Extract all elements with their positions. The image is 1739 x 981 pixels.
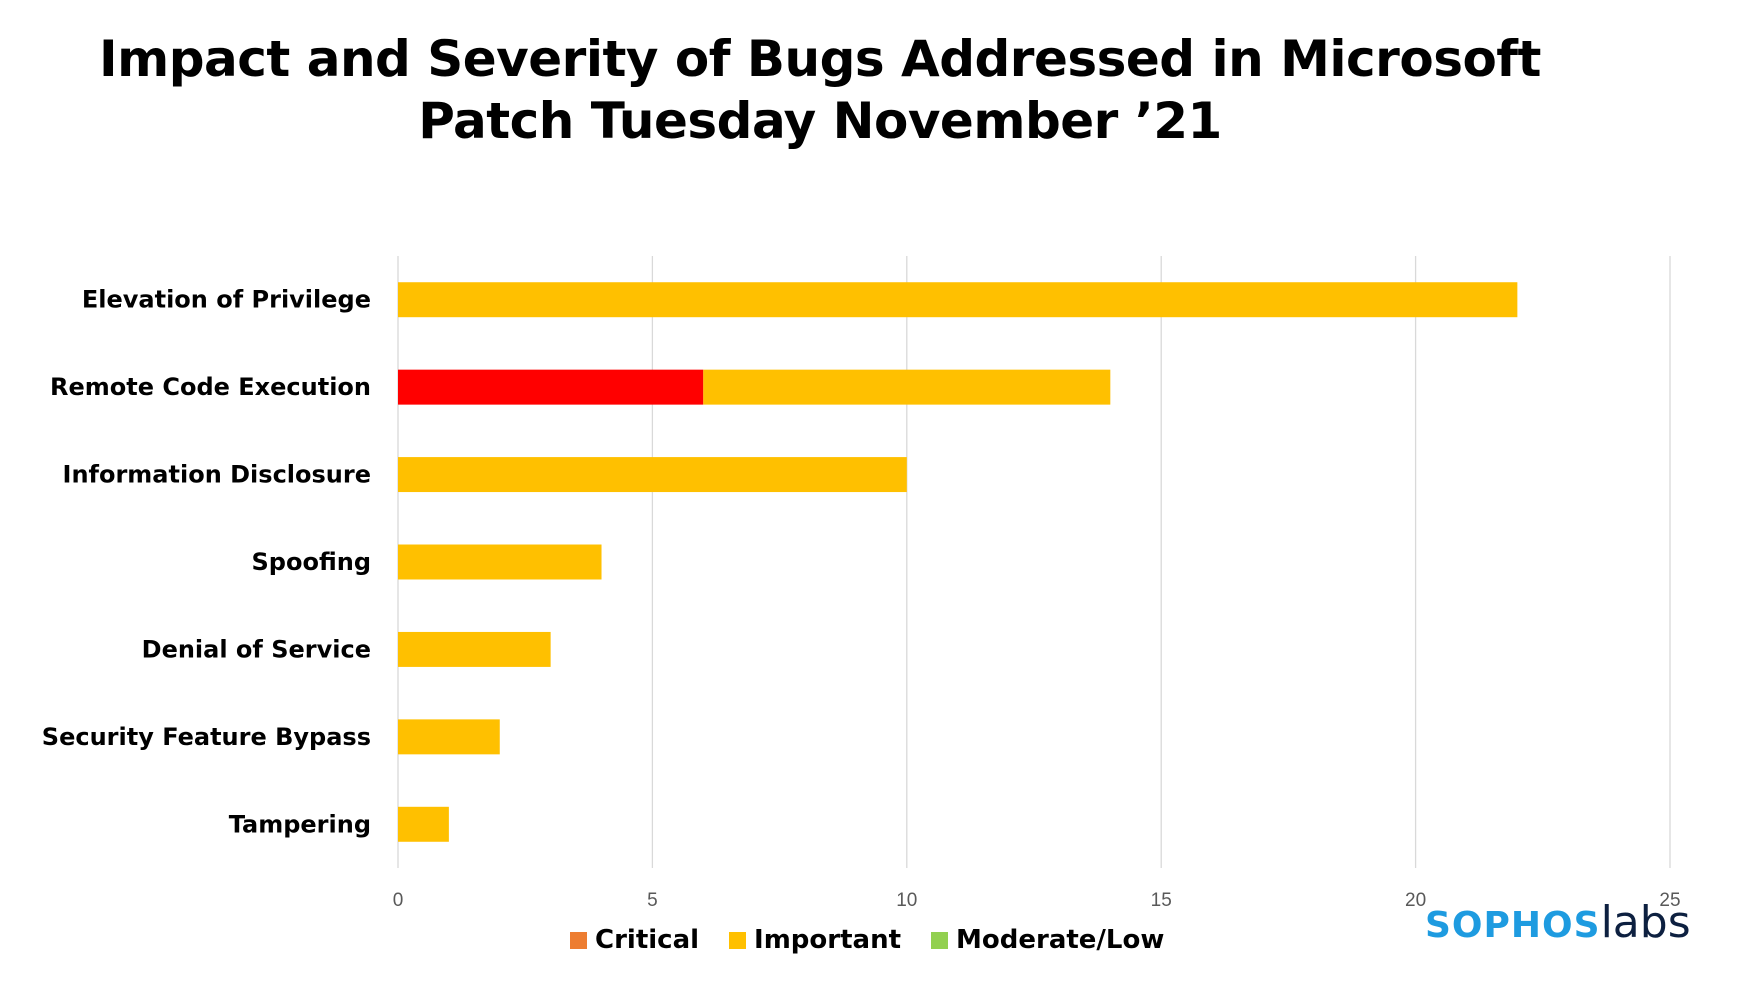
category-label: Security Feature Bypass (42, 723, 371, 751)
legend: Critical Important Moderate/Low (570, 925, 1164, 955)
category-label: Remote Code Execution (50, 373, 371, 401)
legend-swatch-moderate-low (931, 931, 949, 949)
title-line-1: Impact and Severity of Bugs Addressed in… (99, 30, 1541, 88)
logo-text-sophos: SOPHOS (1425, 905, 1601, 946)
category-label: Elevation of Privilege (82, 286, 371, 314)
logo-text-labs: labs (1600, 897, 1691, 948)
bar (398, 719, 500, 755)
bar (398, 806, 449, 842)
bar (703, 369, 1111, 405)
legend-label-important: Important (754, 925, 902, 955)
legend-swatch-critical (570, 931, 587, 949)
category-label: Tampering (229, 810, 371, 838)
category-label: Denial of Service (142, 635, 371, 663)
legend-swatch-important (729, 931, 747, 949)
x-tick-label: 15 (1151, 890, 1172, 911)
legend-label-moderate-low: Moderate/Low (956, 925, 1165, 955)
bar (398, 544, 602, 580)
bar (398, 369, 704, 405)
x-tick-label: 5 (647, 890, 658, 911)
bar (398, 457, 907, 493)
category-label: Spoofing (252, 548, 372, 576)
x-tick-label: 10 (896, 890, 917, 911)
x-tick-label: 0 (393, 890, 404, 911)
bar (398, 631, 551, 667)
legend-label-critical: Critical (595, 925, 700, 955)
legend-item-moderate-low: Moderate/Low (931, 925, 1164, 955)
x-tick-label: 20 (1405, 890, 1426, 911)
sophoslabs-logo: SOPHOSlabs (1425, 898, 1691, 951)
legend-item-critical: Critical (570, 925, 699, 955)
category-label: Information Disclosure (63, 461, 371, 489)
chart-title: Impact and Severity of Bugs Addressed in… (0, 28, 1640, 152)
legend-item-important: Important (729, 925, 901, 955)
title-line-2: Patch Tuesday November ’21 (418, 92, 1222, 150)
x-tick-label: 25 (1659, 890, 1680, 911)
bar (398, 282, 1518, 318)
